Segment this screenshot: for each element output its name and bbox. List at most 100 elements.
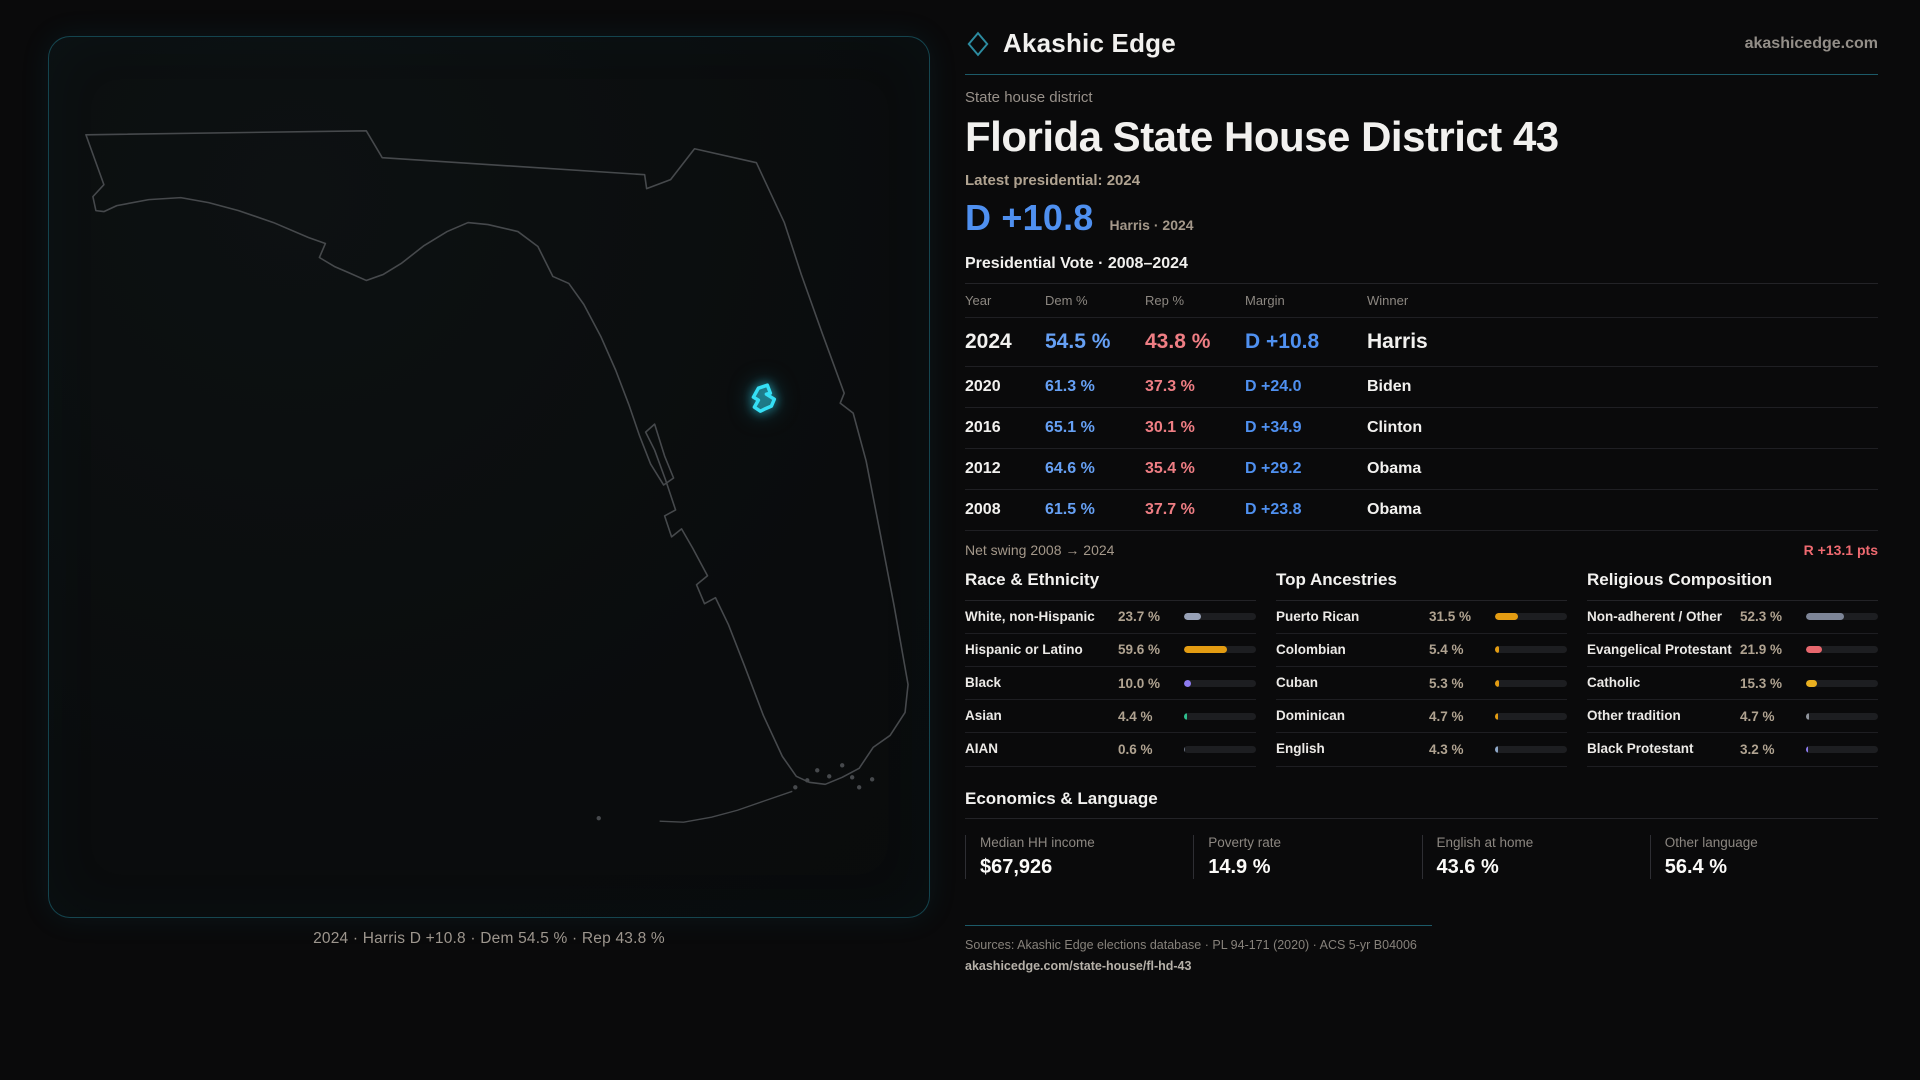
detail-panel: Akashic Edge akashicedge.com State house… [965,0,1878,975]
stat-poverty-rate: Poverty rate 14.9 % [1193,834,1421,879]
demo-row: Catholic 15.3 % [1587,667,1878,701]
demo-label: Catholic [1587,674,1641,690]
demo-label: Asian [965,708,1002,724]
demographics-grid: Race & Ethnicity White, non-Hispanic 23.… [965,570,1878,767]
demo-row: Black Protestant 3.2 % [1587,733,1878,767]
demo-value: 4.3 % [1429,741,1464,757]
demo-row: Dominican 4.7 % [1276,700,1567,734]
florida-keys [596,763,875,823]
cell-winner: Biden [1367,377,1412,395]
bar-fill [1184,679,1192,687]
stat-other-language: Other language 56.4 % [1649,834,1878,879]
stat-label: Median HH income [980,834,1095,850]
bar-track [1806,646,1878,654]
cell-margin: D +34.9 [1245,418,1302,436]
stat-label: Poverty rate [1208,834,1282,850]
bar-fill [1495,679,1499,687]
bar-track [1495,613,1567,621]
demo-label: AIAN [965,741,998,757]
demo-value: 5.3 % [1429,675,1464,691]
headline-margin: D +10.8 Harris · 2024 [965,197,1878,239]
cell-winner: Clinton [1367,418,1423,436]
demo-label: Cuban [1276,674,1318,690]
demo-label: Black [965,674,1002,690]
cell-margin: D +23.8 [1245,500,1302,518]
bar-track [1806,679,1878,687]
cell-winner: Harris [1367,329,1428,353]
demo-row: Evangelical Protestant 21.9 % [1587,634,1878,667]
bar-track [1184,613,1256,621]
demo-label: Hispanic or Latino [965,641,1083,657]
table-row: 2012 64.6 % 35.4 % D +29.2 Obama [965,449,1878,490]
bar-track [1806,745,1878,753]
demo-label: English [1276,741,1325,757]
cell-margin: D +10.8 [1245,329,1320,353]
permalink[interactable]: akashicedge.com/state-house/fl-hd-43 [965,958,1192,973]
col-year: Year [965,292,992,308]
table-row: 2024 54.5 % 43.8 % D +10.8 Harris [965,318,1878,367]
bar-track [1806,712,1878,720]
demo-label: Puerto Rican [1276,608,1360,624]
stat-value: 43.6 % [1436,855,1499,878]
economics-stats: Median HH income $67,926 Poverty rate 14… [965,834,1878,879]
bar-track [1184,646,1256,654]
bar-fill [1495,613,1518,621]
bar-fill [1806,613,1844,621]
footer: Sources: Akashic Edge elections database… [965,924,1878,975]
bar-track [1184,745,1256,753]
demo-value: 5.4 % [1429,642,1464,658]
cell-margin: D +24.0 [1245,377,1302,395]
bar-track [1806,613,1878,621]
demo-label: Dominican [1276,708,1346,724]
bar-fill [1184,613,1202,621]
stat-value: $67,926 [980,855,1053,878]
cell-rep: 35.4 % [1145,459,1195,477]
cell-dem: 54.5 % [1045,329,1111,353]
net-swing-value: R +13.1 pts [1803,541,1878,558]
demo-row: Other tradition 4.7 % [1587,700,1878,734]
demo-row: Non-adherent / Other 52.3 % [1587,601,1878,634]
cell-dem: 61.3 % [1045,377,1095,395]
bar-track [1184,679,1256,687]
demo-row: Colombian 5.4 % [1276,634,1567,667]
demo-row: Asian 4.4 % [965,700,1256,734]
brand-name: Akashic Edge [1003,28,1176,58]
map-caption: 2024 · Harris D +10.8 · Dem 54.5 % · Rep… [313,930,665,947]
cell-dem: 65.1 % [1045,418,1095,436]
net-swing-label: Net swing 2008 → 2024 [965,541,1115,558]
florida-outline [85,129,909,786]
bar-track [1495,679,1567,687]
bar-fill [1806,745,1809,753]
col-winner: Winner [1367,292,1409,308]
header: Akashic Edge akashicedge.com [965,0,1878,75]
demo-value: 15.3 % [1740,675,1783,691]
margin-context: Harris · 2024 [1109,216,1194,233]
demo-value: 59.6 % [1118,642,1161,658]
footer-divider [965,924,1432,926]
stat-english-at-home: English at home 43.6 % [1421,834,1650,879]
stat-label: Other language [1664,834,1758,850]
section-title: Race & Ethnicity [965,570,1256,601]
demo-label: Colombian [1276,641,1346,657]
religion-column: Religious Composition Non-adherent / Oth… [1587,570,1878,767]
bar-fill [1806,679,1818,687]
stat-value: 56.4 % [1664,855,1728,878]
col-margin: Margin [1245,292,1285,308]
stat-value: 14.9 % [1208,855,1271,878]
table-row: 2008 61.5 % 37.7 % D +23.8 Obama [965,490,1878,531]
stat-median-income: Median HH income $67,926 [965,834,1193,879]
margin-value: D +10.8 [965,196,1094,238]
sources-text: Sources: Akashic Edge elections database… [965,937,1417,952]
cell-dem: 61.5 % [1045,500,1095,518]
cell-year: 2016 [965,418,1001,436]
florida-map [85,129,909,823]
district-43-shape[interactable] [751,383,777,413]
eyebrow-label: State house district [965,89,1093,106]
bar-track [1495,712,1567,720]
site-link[interactable]: akashicedge.com [1744,34,1878,52]
demo-row: AIAN 0.6 % [965,733,1256,767]
demo-value: 23.7 % [1118,609,1161,625]
demo-value: 0.6 % [1118,741,1153,757]
col-dem: Dem % [1045,292,1088,308]
cell-year: 2012 [965,459,1001,477]
